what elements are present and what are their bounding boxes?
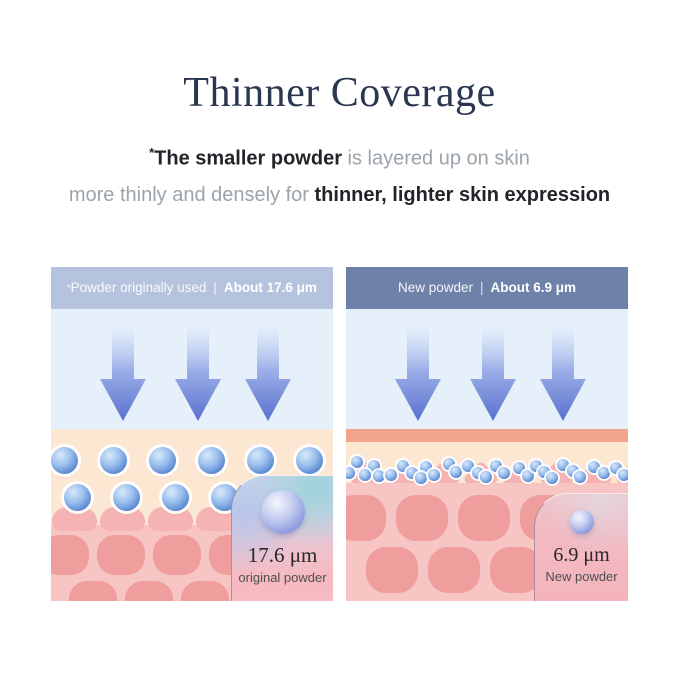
down-arrow-icon <box>245 326 291 421</box>
down-arrow-icon <box>395 326 441 421</box>
description-bold-1: The smaller powder <box>154 147 342 170</box>
panel-header-value: About 17.6 μm <box>223 280 317 296</box>
panel-header-original: * Powder originally used | About 17.6 μm <box>51 266 333 309</box>
skin-cell <box>181 580 229 601</box>
thin-skin-line <box>346 428 628 442</box>
callout-new-powder: 6.9 μm New powder <box>534 492 628 601</box>
down-arrow-icon <box>540 326 586 421</box>
powder-particle <box>522 469 534 482</box>
description-line-1: *The smaller powder is layered up on ski… <box>0 144 679 173</box>
down-arrow-icon <box>100 326 146 421</box>
footnote-asterisk: * <box>149 145 155 160</box>
powder-sphere-icon <box>260 489 305 534</box>
powder-particle <box>373 469 385 482</box>
powder-particle <box>351 455 363 468</box>
callout-size-value: 17.6 μm <box>247 542 318 567</box>
powder-particle <box>574 470 586 483</box>
panel-original-powder: * Powder originally used | About 17.6 μm 17… <box>51 266 333 601</box>
powder-particle <box>450 465 462 478</box>
powder-particle <box>161 484 189 512</box>
powder-particle <box>112 484 140 512</box>
powder-particle <box>368 459 380 472</box>
callout-label: New powder <box>545 568 618 584</box>
powder-particle <box>462 459 474 472</box>
skin-cell <box>458 494 510 541</box>
down-arrow-icon <box>175 326 221 421</box>
down-arrow-icon <box>470 326 516 421</box>
powder-particle <box>415 471 427 484</box>
header-separator: | <box>213 280 217 296</box>
powder-particle <box>480 470 492 483</box>
powder-particle <box>295 447 323 475</box>
panel-new-powder: New powder | About 6.9 μm 6.9 μm New powde… <box>346 266 628 601</box>
comparison-panels: * Powder originally used | About 17.6 μm 17… <box>0 266 679 601</box>
skin-cell <box>153 534 201 575</box>
powder-particle <box>385 468 397 481</box>
powder-particle <box>428 468 440 481</box>
skin-cell <box>97 534 145 575</box>
panel-body-original: 17.6 μm original powder <box>51 308 333 601</box>
skin-bump <box>148 506 193 531</box>
skin-cell <box>125 580 173 601</box>
powder-particle <box>197 447 225 475</box>
panel-body-new: 6.9 μm New powder <box>346 308 628 601</box>
powder-particle <box>557 458 569 471</box>
powder-particle <box>513 461 525 474</box>
skin-cell <box>428 546 480 593</box>
powder-particle <box>618 468 628 481</box>
header-separator: | <box>480 280 484 296</box>
callout-size-value: 6.9 μm <box>553 543 610 566</box>
powder-sphere-icon <box>569 509 594 534</box>
panel-header-value: About 6.9 μm <box>490 280 577 296</box>
description-bold-2: thinner, lighter skin expression <box>314 183 611 206</box>
skin-cell <box>490 546 542 593</box>
skin-cell <box>396 494 448 541</box>
powder-particle <box>546 471 558 484</box>
skin-cell <box>51 534 89 575</box>
skin-cell <box>69 580 117 601</box>
callout-original-powder: 17.6 μm original powder <box>231 474 333 601</box>
panel-header-label: New powder <box>397 280 473 296</box>
powder-particle <box>346 466 355 479</box>
powder-particle <box>498 466 510 479</box>
powder-particle <box>588 460 600 473</box>
powder-particle <box>359 468 371 481</box>
powder-particle <box>99 447 127 475</box>
panel-header-new: New powder | About 6.9 μm <box>346 266 628 309</box>
powder-particle <box>63 484 91 512</box>
skin-cell <box>346 494 386 541</box>
powder-particle <box>51 447 78 475</box>
panel-header-label: Powder originally used <box>70 280 207 296</box>
description-line-2: more thinly and densely for thinner, lig… <box>0 182 679 209</box>
powder-particle <box>148 447 176 475</box>
description-rest-1: is layered up on skin <box>342 147 530 170</box>
footnote-asterisk: * <box>67 282 71 293</box>
powder-particle <box>246 447 274 475</box>
callout-label: original powder <box>238 569 327 585</box>
powder-particle <box>598 466 610 479</box>
page-title: Thinner Coverage <box>183 70 496 116</box>
powder-particle <box>397 459 409 472</box>
description-start-2: more thinly and densely for <box>68 183 315 206</box>
skin-cell <box>366 546 418 593</box>
